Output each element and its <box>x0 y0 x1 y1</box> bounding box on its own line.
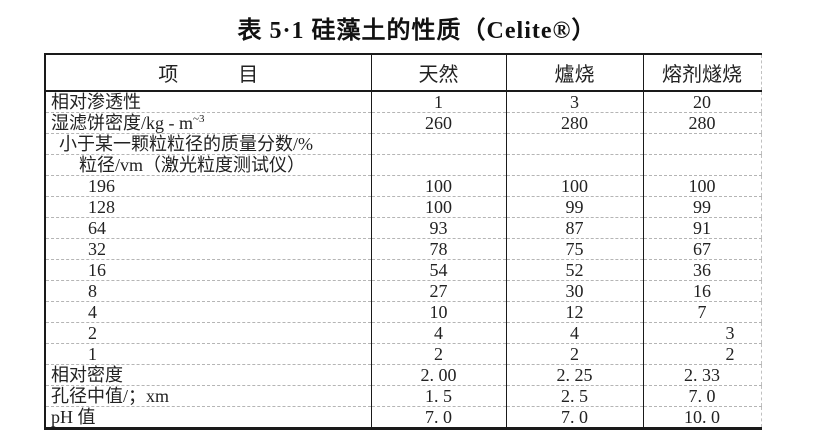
table-row: 8 27 30 16 <box>45 280 761 302</box>
cell-value: 2. 5 <box>506 385 644 407</box>
cell-value: 2. 25 <box>506 364 644 386</box>
row-label: 8 <box>45 280 372 302</box>
row-label: 相对渗透性 <box>45 91 372 113</box>
row-label: 湿滤饼密度/kg - m~3 <box>45 112 372 134</box>
table-title: 表 5·1 硅藻土的性质（Celite®） <box>237 18 597 44</box>
row-label: pH 值 <box>45 406 372 429</box>
cell-value: 78 <box>371 238 507 260</box>
table-row: 湿滤饼密度/kg - m~3 260 280 280 <box>45 112 761 134</box>
cell-value: 99 <box>506 196 644 218</box>
table-row: 粒径/vm（激光粒度测试仪） <box>45 154 761 176</box>
cell-value: 87 <box>506 217 644 239</box>
col-header-item: 项 目 <box>45 54 372 92</box>
cell-value: 7. 0 <box>643 385 761 407</box>
cell-value: 52 <box>506 259 644 281</box>
table-row: 小于某一颗粒粒径的质量分数/% <box>45 133 761 155</box>
cell-value: 54 <box>371 259 507 281</box>
cell-value: 100 <box>371 175 507 197</box>
table-row: 孔径中值/；xm 1. 5 2. 5 7. 0 <box>45 385 761 407</box>
cell-value: 7 <box>643 301 761 323</box>
cell-value: 3 <box>643 322 761 344</box>
cell-value: 75 <box>506 238 644 260</box>
cell-value: 1. 5 <box>371 385 507 407</box>
row-label-text: 湿滤饼密度/kg - m <box>51 113 193 133</box>
row-label: 相对密度 <box>45 364 372 386</box>
cell-value: 2. 00 <box>371 364 507 386</box>
cell-value: 2 <box>506 343 644 365</box>
cell-value <box>506 154 644 176</box>
row-label: 64 <box>45 217 372 239</box>
cell-value <box>371 154 507 176</box>
diatomite-properties-table: 项 目 天然 爐烧 熔剂燧烧 相对渗透性 1 3 20 湿滤饼密度/kg - m… <box>44 53 762 430</box>
cell-value: 2 <box>371 343 507 365</box>
table-row: 相对渗透性 1 3 20 <box>45 91 761 113</box>
row-label: 粒径/vm（激光粒度测试仪） <box>45 154 372 176</box>
table-row: 4 10 12 7 <box>45 301 761 323</box>
cell-value: 280 <box>506 112 644 134</box>
row-label: 16 <box>45 259 372 281</box>
cell-value: 91 <box>643 217 761 239</box>
table-row: 2 4 4 3 <box>45 322 761 344</box>
cell-value: 12 <box>506 301 644 323</box>
row-label: 32 <box>45 238 372 260</box>
table-row: 16 54 52 36 <box>45 259 761 281</box>
cell-value: 7. 0 <box>506 406 644 429</box>
cell-value: 30 <box>506 280 644 302</box>
row-label: 196 <box>45 175 372 197</box>
cell-value: 10 <box>371 301 507 323</box>
cell-value <box>643 154 761 176</box>
cell-value: 260 <box>371 112 507 134</box>
row-label: 孔径中值/；xm <box>45 385 372 407</box>
cell-value: 3 <box>506 91 644 113</box>
col-header-natural: 天然 <box>371 54 507 92</box>
cell-value: 100 <box>643 175 761 197</box>
cell-value: 67 <box>643 238 761 260</box>
cell-value: 100 <box>506 175 644 197</box>
cell-value: 27 <box>371 280 507 302</box>
table-row: 196 100 100 100 <box>45 175 761 197</box>
cell-value: 100 <box>371 196 507 218</box>
table-row: 相对密度 2. 00 2. 25 2. 33 <box>45 364 761 386</box>
row-label: 128 <box>45 196 372 218</box>
cell-value: 1 <box>371 91 507 113</box>
cell-value: 10. 0 <box>684 407 720 427</box>
cell-value: 93 <box>371 217 507 239</box>
header-row: 项 目 天然 爐烧 熔剂燧烧 <box>45 54 761 92</box>
cell-value <box>643 133 761 155</box>
table-row: 128 100 99 99 <box>45 196 761 218</box>
row-label: 2 <box>45 322 372 344</box>
cell-value: 7. 0 <box>371 406 507 429</box>
cell-value: 16 <box>643 280 761 302</box>
cell-value <box>371 133 507 155</box>
cell-value: 4 <box>506 322 644 344</box>
cell-value <box>506 133 644 155</box>
cell-value: 280 <box>643 112 761 134</box>
row-label: 小于某一颗粒粒径的质量分数/% <box>45 133 372 155</box>
cell-value: 20 <box>643 91 761 113</box>
table-row: 32 78 75 67 <box>45 238 761 260</box>
cell-value: 4 <box>371 322 507 344</box>
row-label: 1 <box>45 343 372 365</box>
row-label-superscript: ~3 <box>193 113 205 125</box>
cell-value: 36 <box>643 259 761 281</box>
cell-value: 99 <box>643 196 761 218</box>
cell-value: 2 <box>643 343 761 365</box>
cell-value: 2. 33 <box>643 364 761 386</box>
table-row: pH 值 7. 0 7. 0 10. 0 <box>45 406 761 429</box>
col-header-flux-calcined: 熔剂燧烧 <box>643 54 761 92</box>
table-row: 64 93 87 91 <box>45 217 761 239</box>
col-header-calcined: 爐烧 <box>506 54 644 92</box>
table-row: 1 2 2 2 <box>45 343 761 365</box>
row-label: 4 <box>45 301 372 323</box>
